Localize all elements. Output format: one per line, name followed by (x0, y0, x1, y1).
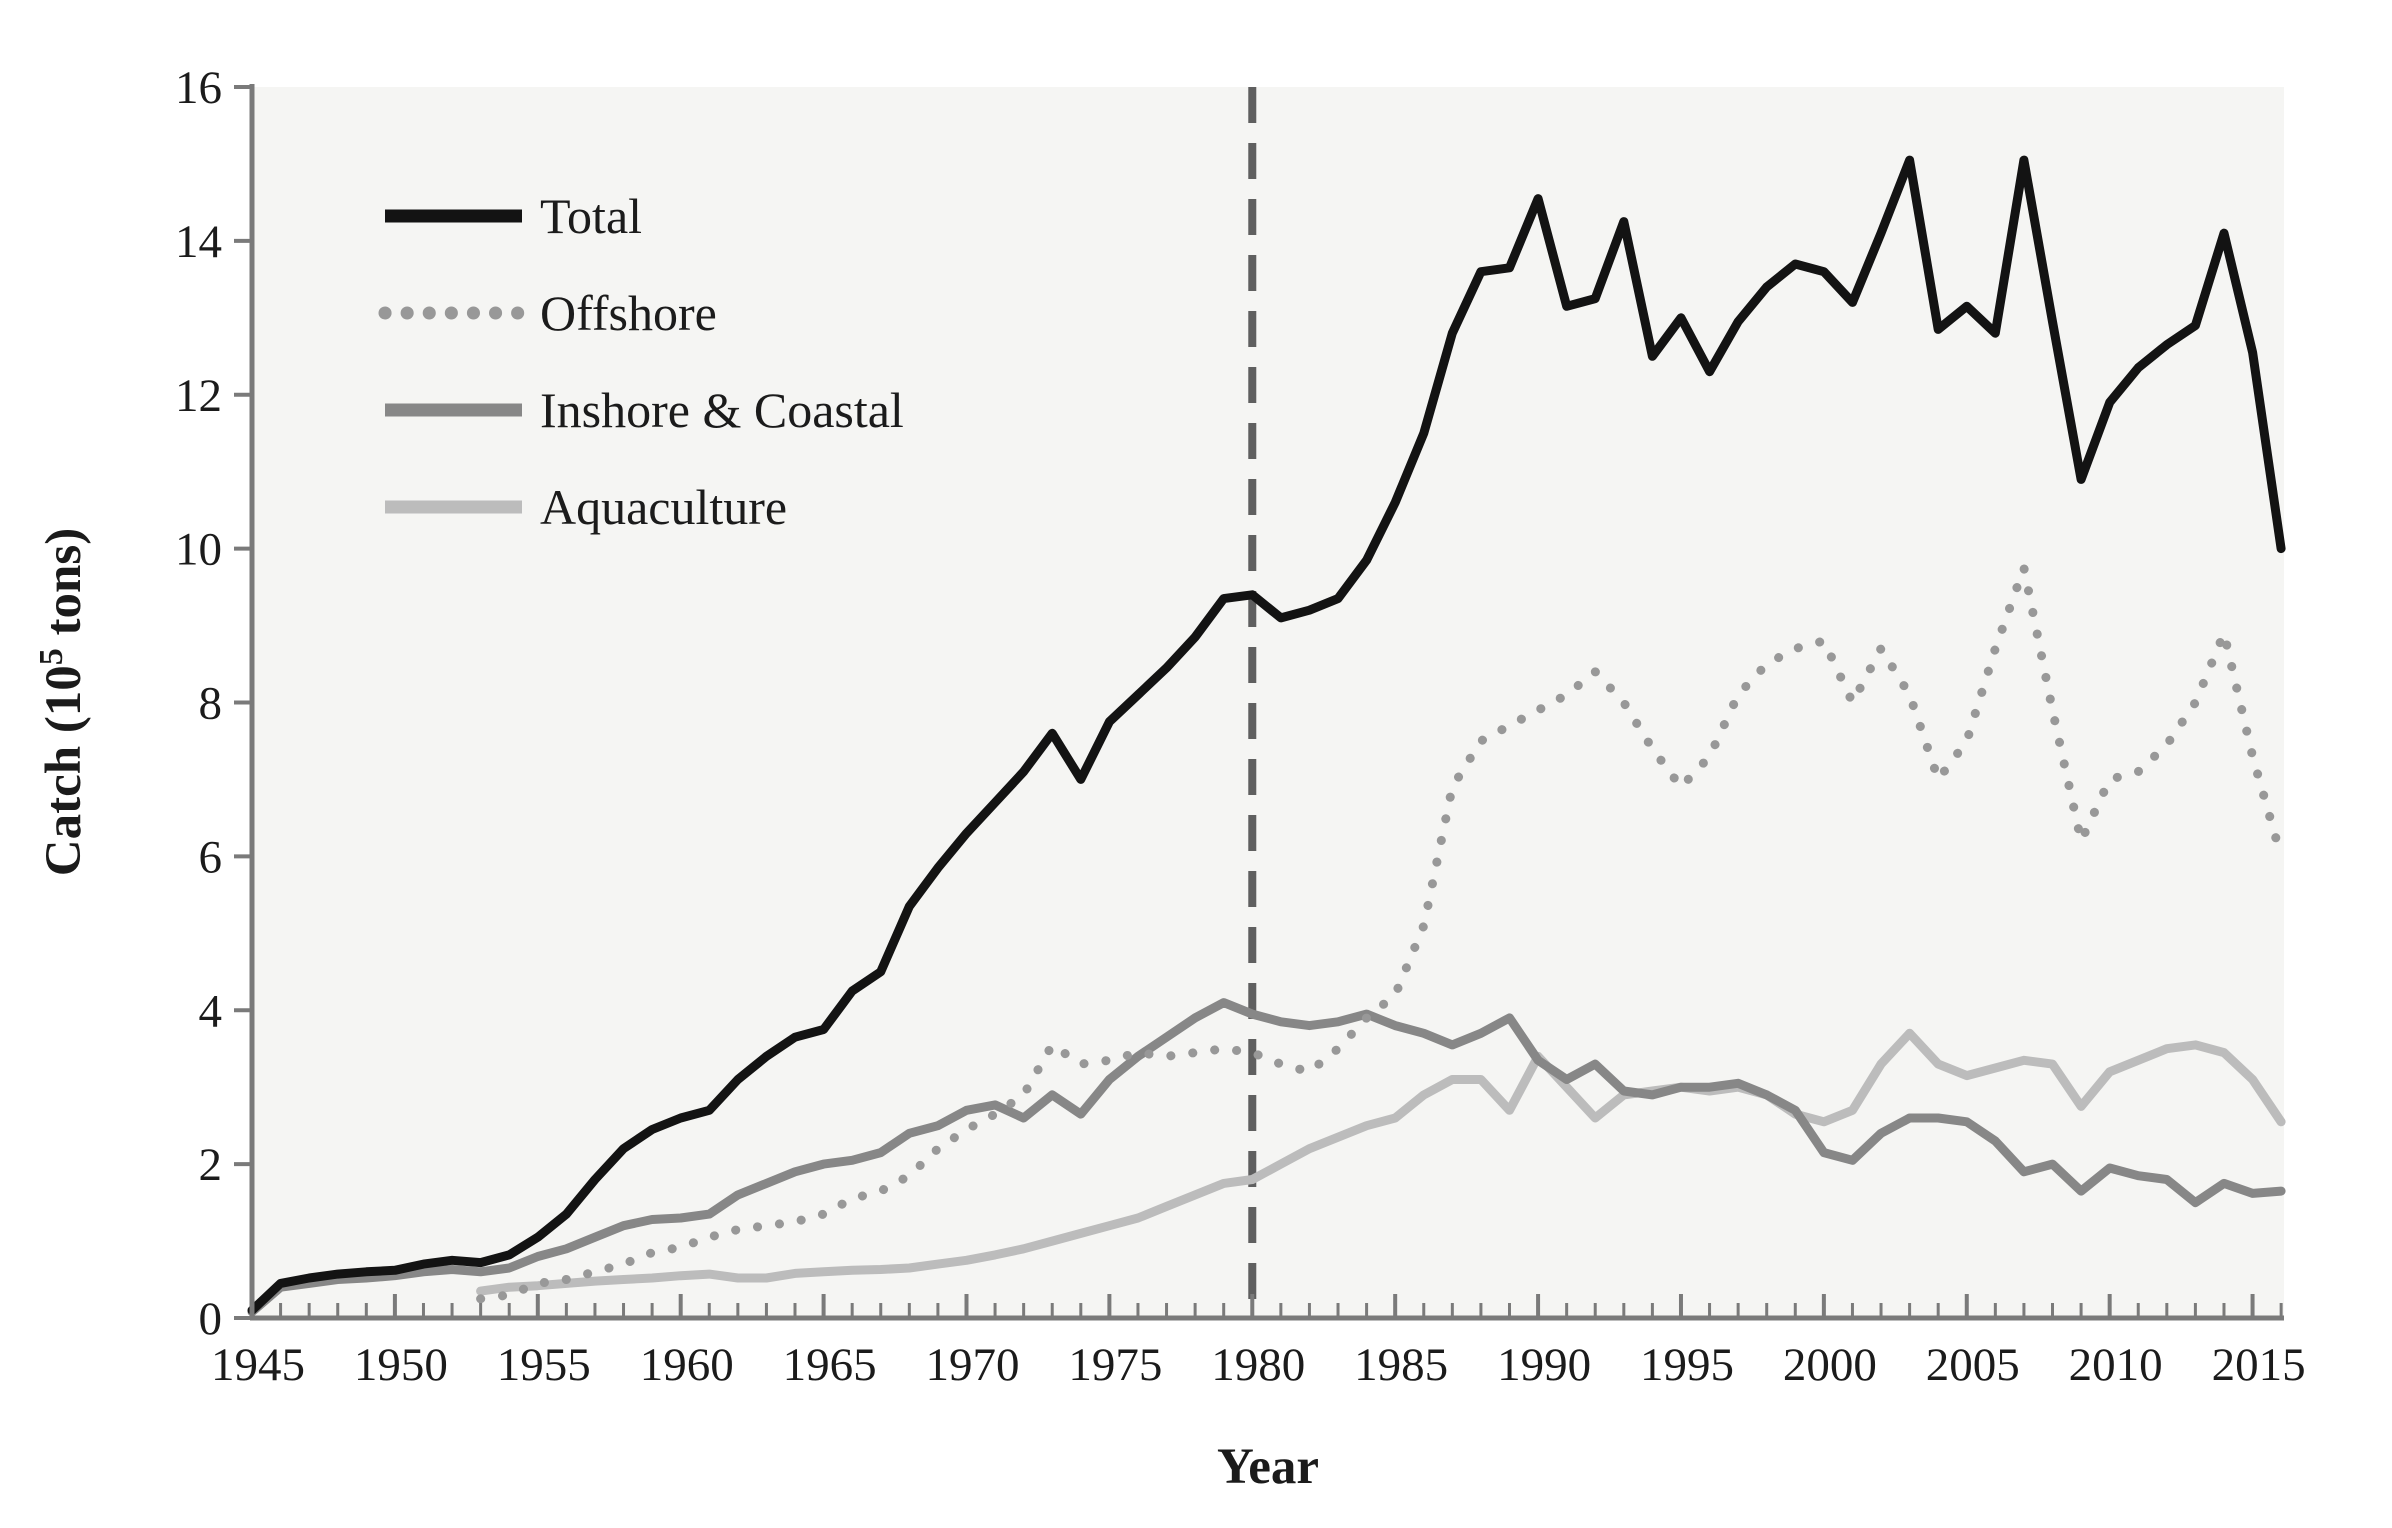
legend: Total Offshore Inshore & Coastal Aquacul… (378, 188, 904, 535)
legend-item-offshore: Offshore (378, 285, 717, 341)
y-axis-title-superscript: 5 (33, 648, 70, 665)
total-line (247, 155, 2286, 1315)
legend-inshore-coastal-label: Inshore & Coastal (540, 382, 904, 438)
x-tick-label-2000: 2000 (1783, 1339, 1877, 1391)
y-tick-label-12: 12 (175, 370, 222, 422)
offshore-line (476, 563, 2286, 1304)
x-tick-label-2015: 2015 (2212, 1339, 2306, 1391)
x-axis-title: Year (1217, 1439, 1319, 1495)
x-tick-label-1985: 1985 (1354, 1339, 1448, 1391)
x-tick-label-1960: 1960 (640, 1339, 734, 1391)
plot-area-background (252, 87, 2284, 1318)
legend-aquaculture-label: Aquaculture (540, 479, 787, 535)
x-tick-label-1980: 1980 (1211, 1339, 1305, 1391)
y-tick-label-0: 0 (199, 1293, 223, 1345)
y-axis-title-prefix: Catch (10 (36, 665, 92, 876)
legend-offshore-label: Offshore (540, 285, 717, 341)
x-tick-label-1975: 1975 (1068, 1339, 1162, 1391)
y-tick-label-16: 16 (175, 62, 222, 114)
inshore-coastal-line (247, 998, 2286, 1317)
y-tick-label-8: 8 (199, 678, 223, 730)
legend-total-label: Total (540, 188, 642, 244)
x-tick-label-1955: 1955 (497, 1339, 591, 1391)
x-tick-label-1945: 1945 (211, 1339, 305, 1391)
x-tick-label-1950: 1950 (354, 1339, 448, 1391)
x-tick-label-1990: 1990 (1497, 1339, 1591, 1391)
y-axis-title-suffix: tons) (36, 528, 92, 648)
x-tick-label-1970: 1970 (925, 1339, 1019, 1391)
y-axis-title: Catch (105 tons) (33, 528, 92, 877)
tick-labels: 1945 1950 1955 1960 1965 1970 1975 1980 1985 1990… (175, 62, 2306, 1391)
x-tick-label-1995: 1995 (1640, 1339, 1734, 1391)
x-tick-label-2010: 2010 (2069, 1339, 2163, 1391)
y-tick-label-10: 10 (175, 524, 222, 576)
x-tick-label-2005: 2005 (1926, 1339, 2020, 1391)
tick-marks (234, 85, 2283, 1320)
x-tick-label-1965: 1965 (783, 1339, 877, 1391)
series-lines (247, 155, 2286, 1317)
y-tick-label-6: 6 (199, 831, 223, 883)
y-tick-label-2: 2 (199, 1139, 223, 1191)
legend-item-inshore-coastal: Inshore & Coastal (385, 382, 904, 438)
y-tick-label-14: 14 (175, 216, 222, 268)
y-tick-label-4: 4 (199, 985, 223, 1037)
legend-item-total: Total (385, 188, 642, 244)
aquaculture-line (476, 1028, 2286, 1296)
legend-item-aquaculture: Aquaculture (385, 479, 787, 535)
